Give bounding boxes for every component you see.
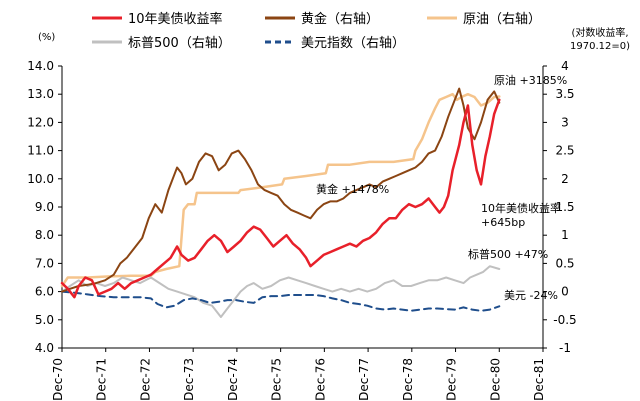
left-tick-label: 13.0 xyxy=(27,87,54,101)
right-tick-label: 3.5 xyxy=(555,87,574,101)
right-tick-label: 1 xyxy=(561,228,569,242)
left-tick-label: 5.0 xyxy=(35,313,54,327)
x-tick-label: Dec-81 xyxy=(532,358,546,401)
series-line xyxy=(61,87,501,293)
right-tick-label: 3 xyxy=(561,115,569,129)
left-axis-unit: (%) xyxy=(38,32,55,43)
legend-label: 10年美债收益率 xyxy=(128,11,223,27)
right-tick-label: 2.5 xyxy=(555,144,574,158)
annotation-label: +645bp xyxy=(481,216,525,229)
series-line xyxy=(61,265,501,318)
annotation-label: 原油 +3185% xyxy=(494,73,567,87)
right-tick-label: -0.5 xyxy=(553,313,576,327)
x-tick-label: Dec-79 xyxy=(445,358,459,401)
legend-label: 标普500（右轴） xyxy=(128,36,231,51)
series-line xyxy=(61,290,501,312)
left-tick-label: 11.0 xyxy=(27,144,54,158)
annotation-label: 美元 -24% xyxy=(504,289,558,302)
x-tick-label: Dec-75 xyxy=(270,358,284,401)
left-tick-label: 9.0 xyxy=(35,200,54,214)
x-tick-label: Dec-77 xyxy=(357,358,371,401)
x-tick-label: Dec-76 xyxy=(313,358,327,401)
right-tick-label: 4 xyxy=(561,59,569,73)
right-axis-unit-line2: 1970.12=0) xyxy=(570,41,630,52)
left-tick-label: 10.0 xyxy=(27,172,54,186)
series-line xyxy=(60,98,501,299)
legend-label: 黄金（右轴） xyxy=(301,11,379,27)
x-tick-label: Dec-72 xyxy=(138,358,152,401)
right-tick-label: 2 xyxy=(561,172,569,186)
x-tick-label: Dec-74 xyxy=(226,358,240,401)
left-tick-label: 7.0 xyxy=(35,256,54,270)
legend: 10年美债收益率 黄金（右轴） 原油（右轴） 标普500（右轴） 美元指数（右轴） xyxy=(92,11,541,51)
x-tick-label: Dec-70 xyxy=(51,358,65,401)
left-tick-label: 14.0 xyxy=(27,59,54,73)
right-axis-unit-line1: (对数收益率, xyxy=(571,26,628,39)
series-lines xyxy=(60,87,501,318)
annotation-label: 10年美债收益率 xyxy=(481,201,561,215)
legend-label: 美元指数（右轴） xyxy=(301,36,405,51)
x-tick-label: Dec-80 xyxy=(488,358,502,401)
right-tick-label: 0 xyxy=(561,285,569,299)
annotations: 原油 +3185% 黄金 +1478% 10年美债收益率+645bp 标普500 +4… xyxy=(316,73,567,302)
series-line xyxy=(60,92,501,288)
right-tick-label: -1 xyxy=(559,341,571,355)
axes: 4.0 5.0 6.0 7.0 8.0 9.0 10.0 11.0 12.0 13.0 14.0 -1… xyxy=(27,59,576,401)
left-tick-label: 8.0 xyxy=(35,228,54,242)
left-tick-label: 4.0 xyxy=(35,341,54,355)
x-tick-label: Dec-78 xyxy=(401,358,415,401)
legend-label: 原油（右轴） xyxy=(463,12,541,27)
right-tick-label: 0.5 xyxy=(555,256,574,270)
annotation-label: 黄金 +1478% xyxy=(316,182,389,196)
x-tick-label: Dec-73 xyxy=(182,358,196,401)
right-tick-label: 1.5 xyxy=(555,200,574,214)
x-tick-label: Dec-71 xyxy=(95,358,109,401)
left-tick-label: 6.0 xyxy=(35,285,54,299)
annotation-label: 标普500 +47% xyxy=(468,247,548,261)
left-tick-label: 12.0 xyxy=(27,115,54,129)
